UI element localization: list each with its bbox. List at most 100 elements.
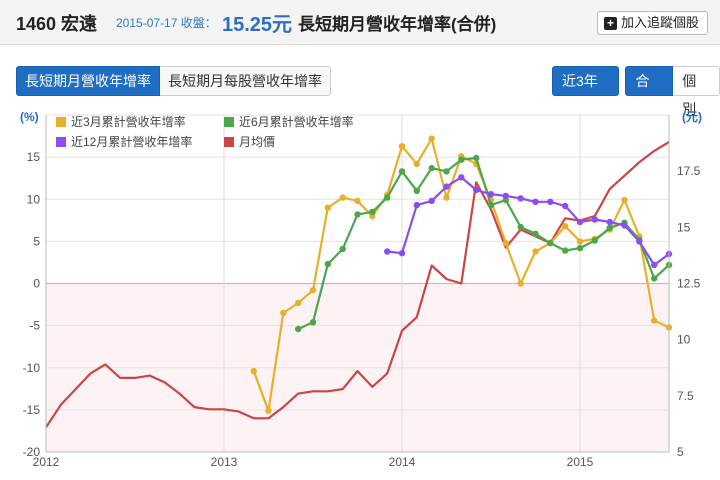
data-point-m3[interactable] [428, 135, 435, 142]
data-point-m12[interactable] [458, 174, 465, 181]
data-point-m12[interactable] [651, 261, 658, 269]
revenue-growth-chart: -20 -15 -10 -5 0 5 10 15 5 7.5 10 12.5 15 17.5 2012 201… [20, 110, 702, 469]
data-point-m6[interactable] [458, 156, 465, 163]
stock-code-name: 1460 宏遠 [16, 14, 98, 34]
data-point-m3[interactable] [532, 248, 539, 255]
data-point-m6[interactable] [324, 260, 331, 268]
tab-revenue-growth[interactable]: 長短期月營收年增率 [16, 66, 160, 96]
data-point-m6[interactable] [532, 230, 539, 237]
data-point-m12[interactable] [636, 238, 643, 245]
metric-tabs: 長短期月營收年增率 長短期月每股營收年增率 [16, 66, 331, 96]
data-point-m3[interactable] [517, 280, 524, 287]
data-point-m6[interactable] [562, 247, 569, 254]
data-point-m3[interactable] [339, 194, 346, 201]
data-point-m6[interactable] [591, 237, 598, 244]
period-label: 近3年 [562, 73, 598, 89]
data-point-m3[interactable] [413, 160, 420, 168]
legend-item-m12[interactable]: 近12月累計營收年增率 [71, 134, 192, 149]
data-point-m12[interactable] [547, 198, 554, 205]
data-point-m12[interactable] [443, 183, 450, 190]
data-point-m3[interactable] [398, 143, 406, 150]
y-left-tick-label: 15 [27, 150, 41, 164]
y-left-tick-label: 10 [27, 192, 41, 206]
data-point-m3[interactable] [309, 287, 317, 294]
data-point-m12[interactable] [532, 198, 539, 205]
legend-item-price[interactable]: 月均價 [239, 135, 275, 149]
y-right-tick-label: 10 [677, 333, 691, 347]
data-point-m3[interactable] [295, 299, 302, 307]
page-header: 1460 宏遠 2015-07-17 收盤： 15.25元 長短期月營收年增率(… [0, 0, 720, 45]
follow-stock-label: 加入追蹤個股 [621, 15, 700, 30]
data-point-m6[interactable] [576, 244, 584, 252]
data-point-m6[interactable] [398, 168, 406, 175]
y-right-tick-label: 5 [677, 445, 684, 459]
x-tick-label: 2013 [211, 455, 238, 469]
data-point-m12[interactable] [413, 201, 420, 209]
y-right-tick-label: 15 [677, 220, 691, 234]
series-line-price [45, 141, 670, 428]
data-point-m6[interactable] [413, 187, 420, 194]
data-point-m6[interactable] [443, 168, 450, 175]
y-left-tick-label: -5 [29, 319, 40, 333]
data-point-m3[interactable] [250, 367, 257, 375]
data-point-m3[interactable] [562, 223, 569, 230]
data-point-m3[interactable] [502, 239, 509, 247]
y-left-tick-label: 5 [33, 234, 40, 248]
period-dropdown[interactable]: 近3年 [552, 66, 620, 113]
legend-item-m6[interactable]: 近6月累計營收年增率 [239, 114, 354, 129]
caret-down-icon [566, 107, 574, 113]
y-left-tick-label: -15 [23, 403, 41, 417]
data-point-m3[interactable] [265, 407, 272, 414]
tab-eps-revenue-growth[interactable]: 長短期月每股營收年增率 [160, 66, 331, 96]
y-right-tick-label: 12.5 [677, 277, 701, 291]
data-point-m3[interactable] [443, 194, 450, 201]
data-point-m3[interactable] [621, 196, 628, 204]
data-point-m12[interactable] [428, 197, 435, 205]
data-point-m3[interactable] [280, 309, 287, 317]
data-point-m6[interactable] [428, 164, 435, 172]
data-point-m12[interactable] [517, 195, 524, 202]
data-point-m12[interactable] [384, 248, 391, 255]
data-point-m12[interactable] [621, 222, 628, 229]
follow-stock-button[interactable]: + 加入追蹤個股 [597, 11, 709, 35]
legend-swatch [56, 137, 66, 147]
data-point-m6[interactable] [487, 201, 495, 209]
y-left-tick-label: 0 [33, 277, 40, 291]
quote-meta: 2015-07-17 收盤： [116, 14, 217, 31]
data-point-m3[interactable] [576, 238, 584, 245]
data-point-m12[interactable] [473, 186, 480, 194]
data-point-m6[interactable] [606, 224, 613, 232]
y-right-tick-label: 7.5 [677, 389, 694, 403]
data-point-m6[interactable] [473, 154, 480, 162]
y-left-tick-label: -10 [23, 361, 41, 375]
data-point-m6[interactable] [651, 275, 658, 282]
data-point-m12[interactable] [562, 202, 569, 210]
data-point-m6[interactable] [369, 208, 376, 216]
data-point-m12[interactable] [576, 218, 584, 226]
data-point-m12[interactable] [502, 192, 509, 200]
data-point-m12[interactable] [487, 191, 495, 198]
data-point-m3[interactable] [651, 317, 658, 324]
quote-date: 2015-07-17 [116, 16, 178, 30]
merged-toggle[interactable]: 合併 [625, 66, 674, 117]
data-point-m6[interactable] [309, 319, 317, 326]
legend-item-m3[interactable]: 近3月累計營收年增率 [71, 114, 186, 129]
data-point-m6[interactable] [547, 239, 554, 247]
chart-controls: 近3年 合併 個別 [552, 66, 720, 117]
data-point-m6[interactable] [354, 211, 361, 218]
y-right-tick-label: 17.5 [677, 164, 701, 178]
data-point-m6[interactable] [517, 223, 524, 231]
data-point-m3[interactable] [324, 204, 331, 211]
x-tick-label: 2012 [33, 455, 60, 469]
data-point-m3[interactable] [354, 197, 361, 205]
data-point-m6[interactable] [339, 245, 346, 253]
legend-swatch [56, 117, 66, 127]
data-point-m12[interactable] [591, 216, 598, 223]
data-point-m6[interactable] [384, 194, 391, 201]
legend-swatch [224, 117, 234, 127]
data-point-m12[interactable] [606, 218, 613, 226]
x-tick-label: 2015 [567, 455, 594, 469]
data-point-m12[interactable] [398, 250, 406, 257]
data-point-m6[interactable] [295, 325, 302, 333]
single-toggle[interactable]: 個別 [673, 66, 720, 117]
